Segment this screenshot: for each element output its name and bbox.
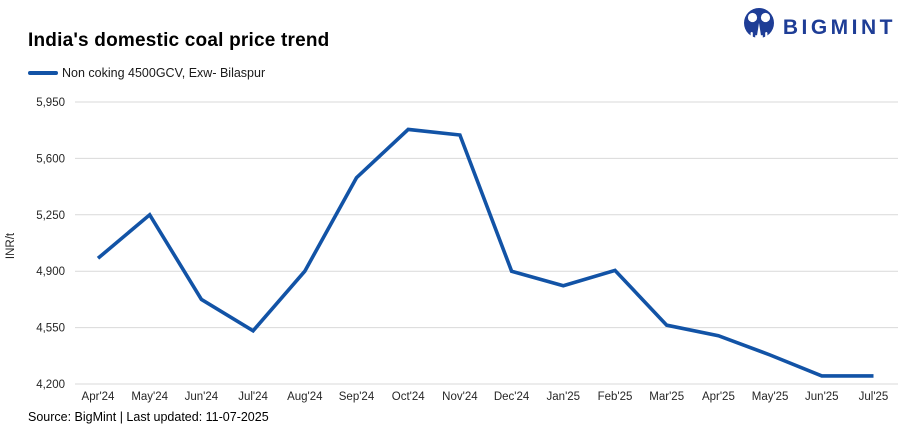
x-tick-label: Aug'24 [287, 391, 323, 403]
x-tick-label: May'24 [131, 391, 168, 403]
source-note: Source: BigMint | Last updated: 11-07-20… [28, 410, 269, 424]
x-tick-label: Mar'25 [649, 391, 684, 403]
bigmint-logo-icon [741, 6, 777, 49]
y-tick-label: 4,900 [36, 266, 65, 278]
x-tick-label: Oct'24 [392, 391, 425, 403]
x-tick-label: Jun'24 [185, 391, 219, 403]
x-tick-label: Jul'24 [238, 391, 268, 403]
price-trend-line [96, 127, 874, 378]
y-tick-label: 5,600 [36, 153, 65, 165]
x-tick-label: Jan'25 [547, 391, 581, 403]
chart-title: India's domestic coal price trend [28, 30, 330, 51]
legend-line-swatch [28, 71, 58, 75]
legend-series-label: Non coking 4500GCV, Exw- Bilaspur [62, 66, 266, 80]
y-axis-title: INR/t [5, 232, 17, 259]
x-tick-label: Nov'24 [442, 391, 478, 403]
x-tick-label: Jul'25 [859, 391, 889, 403]
x-tick-label: Apr'24 [82, 391, 115, 403]
y-tick-label: 5,950 [36, 97, 65, 109]
x-tick-label: Jun'25 [805, 391, 839, 403]
y-tick-label: 4,550 [36, 323, 65, 335]
x-tick-label: Sep'24 [339, 391, 375, 403]
y-axis-tick-labels: 4,200 4,550 4,900 5,250 5,600 5,950 [36, 97, 65, 391]
brand-name: BIGMINT [782, 15, 896, 39]
x-axis-tick-labels: Apr'24 May'24 Jun'24 Jul'24 Aug'24 Sep'24 Oct'… [82, 391, 889, 403]
gridlines [75, 101, 898, 385]
x-tick-label: May'25 [752, 391, 789, 403]
x-tick-label: Dec'24 [494, 391, 530, 403]
x-tick-label: Apr'25 [702, 391, 735, 403]
brand-logo: BIGMINT [741, 6, 896, 49]
x-tick-label: Feb'25 [598, 391, 633, 403]
chart-legend: Non coking 4500GCV, Exw- Bilaspur [28, 66, 265, 80]
y-tick-label: 4,200 [36, 379, 65, 391]
chart-canvas: 4,200 4,550 4,900 5,250 5,600 5,950 Apr'24 May… [5, 97, 898, 403]
y-tick-label: 5,250 [36, 210, 65, 222]
line-chart: 4,200 4,550 4,900 5,250 5,600 5,950 Apr'24 May… [0, 88, 906, 410]
